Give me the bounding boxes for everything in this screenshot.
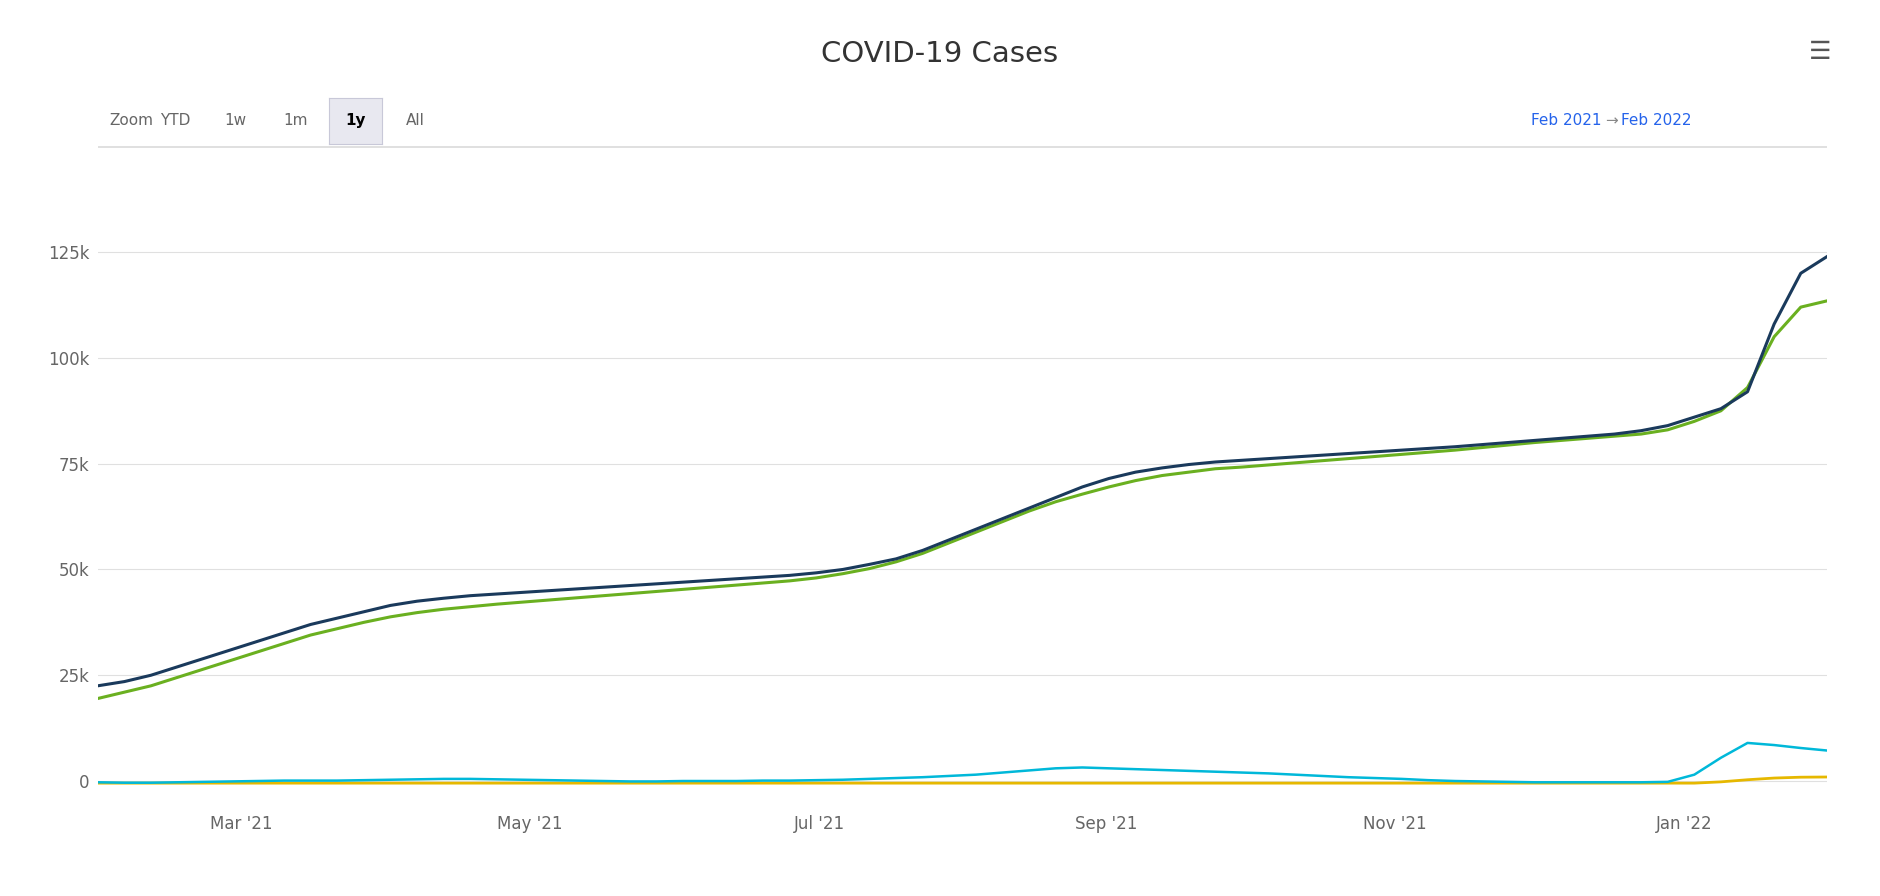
Text: 1w: 1w [224, 114, 246, 128]
Text: 1y: 1y [346, 114, 365, 128]
Text: 1m: 1m [282, 114, 308, 128]
Text: Feb 2021: Feb 2021 [1530, 114, 1602, 128]
Text: COVID-19 Cases: COVID-19 Cases [822, 40, 1058, 68]
Text: →: → [1606, 114, 1619, 128]
Text: YTD: YTD [160, 114, 190, 128]
Text: Feb 2022: Feb 2022 [1621, 114, 1692, 128]
Text: Zoom: Zoom [109, 114, 152, 128]
Text: All: All [406, 114, 425, 128]
Text: ☰: ☰ [1809, 40, 1831, 65]
